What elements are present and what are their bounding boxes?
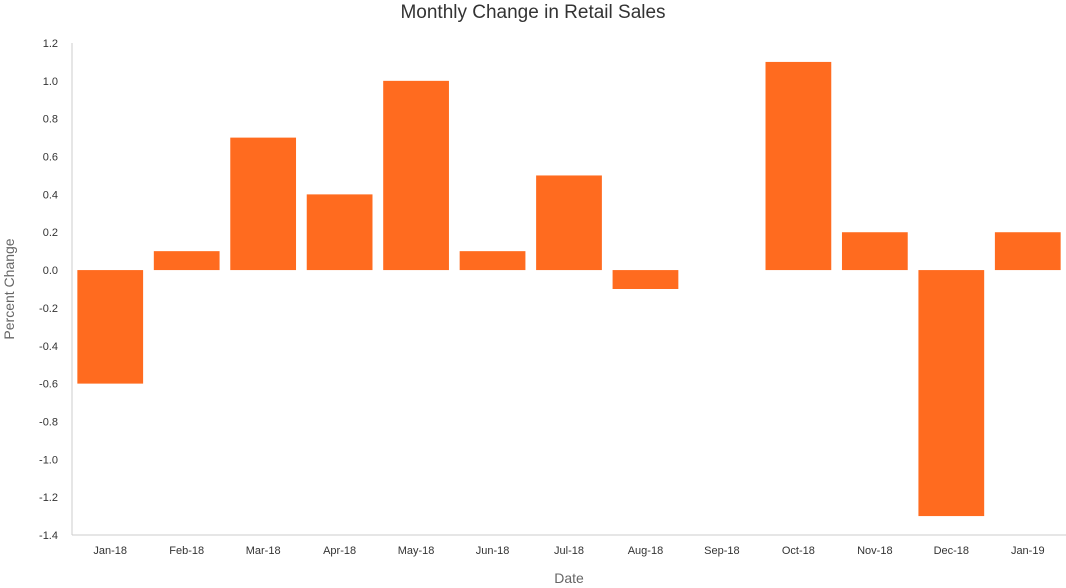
x-tick-label: Dec-18 bbox=[934, 545, 969, 557]
bar-aug-18 bbox=[612, 270, 679, 289]
y-tick-label: -0.6 bbox=[39, 379, 58, 391]
x-tick-label: May-18 bbox=[398, 545, 435, 557]
y-tick-label: -0.2 bbox=[39, 303, 58, 315]
x-tick-label: Oct-18 bbox=[782, 545, 815, 557]
chart-title: Monthly Change in Retail Sales bbox=[400, 2, 665, 23]
y-tick-label: 0.6 bbox=[43, 152, 58, 164]
x-axis-label: Date bbox=[554, 570, 584, 586]
x-tick-label: Jan-19 bbox=[1011, 545, 1045, 557]
y-tick-label: 0.2 bbox=[43, 227, 58, 239]
x-tick-label: Jun-18 bbox=[476, 545, 510, 557]
bar-jan-19 bbox=[994, 232, 1061, 271]
y-ticks: 1.2 1.0 0.8 0.6 0.4 0.2 0.0 -0.2 -0.4 -0.6 -0.8 -1.… bbox=[39, 38, 58, 542]
bar-mar-18 bbox=[230, 137, 297, 271]
x-tick-label: Feb-18 bbox=[169, 545, 204, 557]
x-tick-label: Nov-18 bbox=[857, 545, 892, 557]
x-tick-label: Jul-18 bbox=[554, 545, 584, 557]
bar-jun-18 bbox=[459, 251, 526, 271]
bar-oct-18 bbox=[765, 61, 832, 271]
y-tick-label: 0.4 bbox=[43, 189, 58, 201]
y-tick-label: 1.2 bbox=[43, 38, 58, 50]
bar-jan-18 bbox=[77, 270, 144, 384]
bar-nov-18 bbox=[841, 232, 908, 271]
x-tick-label: Mar-18 bbox=[246, 545, 281, 557]
x-tick-label: Aug-18 bbox=[628, 545, 663, 557]
x-ticks: Jan-18 Feb-18 Mar-18 Apr-18 May-18 Jun-18 Jul-… bbox=[93, 545, 1044, 557]
y-tick-label: -0.8 bbox=[39, 416, 58, 428]
bar-feb-18 bbox=[153, 251, 220, 271]
bar-jul-18 bbox=[536, 175, 602, 271]
y-tick-label: 1.0 bbox=[43, 76, 58, 88]
bars bbox=[77, 61, 1061, 517]
x-tick-label: Apr-18 bbox=[323, 545, 356, 557]
y-tick-label: -0.4 bbox=[39, 341, 58, 353]
x-tick-label: Sep-18 bbox=[704, 545, 739, 557]
y-axis-label: Percent Change bbox=[1, 238, 17, 339]
y-tick-label: -1.0 bbox=[39, 454, 58, 466]
x-tick-label: Jan-18 bbox=[93, 545, 127, 557]
bar-may-18 bbox=[383, 80, 449, 271]
y-tick-label: -1.4 bbox=[39, 530, 58, 542]
y-tick-label: -1.2 bbox=[39, 492, 58, 504]
bar-dec-18 bbox=[918, 270, 985, 517]
y-tick-label: 0.0 bbox=[43, 265, 58, 277]
y-tick-label: 0.8 bbox=[43, 114, 58, 126]
bar-apr-18 bbox=[306, 194, 373, 271]
